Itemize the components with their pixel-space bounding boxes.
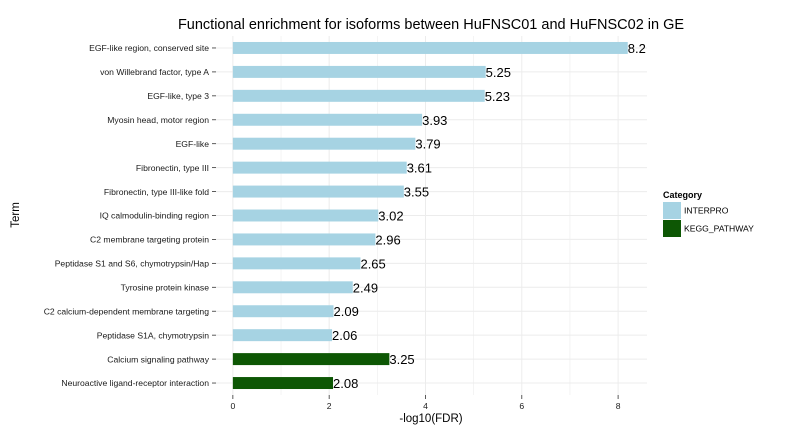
bar [232, 329, 333, 342]
bar-value-label: 3.55 [404, 185, 429, 200]
bar-value-label: 3.93 [422, 113, 447, 128]
legend-swatch [663, 220, 681, 237]
plot-panel: 8.2 5.25 5.23 3.93 3.79 3.61 3.553.02 2.96 2.65 2… [216, 36, 647, 395]
y-tick-label: von Willebrand factor, type A [100, 67, 209, 77]
y-tick-label: Tyrosine protein kinase [121, 283, 210, 293]
y-tick-label: Neuroactive ligand-receptor interaction [61, 378, 209, 388]
bars [232, 41, 628, 390]
bar-value-label: 3.61 [407, 161, 432, 176]
y-tick-label: Peptidase S1A, chymotrypsin [97, 330, 209, 340]
bar [232, 377, 334, 390]
x-axis-title: -log10(FDR) [399, 413, 462, 425]
y-tick-label: IQ calmodulin-binding region [100, 211, 210, 221]
bar [232, 113, 423, 126]
bar [232, 257, 361, 270]
x-tick-label: 8 [616, 401, 621, 411]
chart-title: Functional enrichment for isoforms betwe… [178, 17, 684, 33]
bar-value-label: 3.25 [389, 352, 414, 367]
bar-value-label: 2.49 [353, 280, 378, 295]
y-axis-tick-labels: EGF-like region, conserved site von Wille… [44, 43, 216, 388]
bar [232, 41, 628, 54]
y-tick-label: Fibronectin, type III-like fold [104, 187, 209, 197]
legend-title: Category [663, 190, 702, 200]
bar [232, 353, 390, 366]
bar-value-label: 3.79 [415, 137, 440, 152]
bar-value-label: 5.23 [485, 89, 510, 104]
bar-value-label: 3.02 [378, 209, 403, 224]
bar [232, 233, 376, 246]
x-tick-label: 0 [230, 401, 235, 411]
bar [232, 185, 404, 198]
bar-value-label: 2.08 [333, 376, 358, 391]
x-tick-label: 6 [519, 401, 524, 411]
y-tick-label: EGF-like, type 3 [147, 91, 209, 101]
y-tick-label: Calcium signaling pathway [107, 354, 209, 364]
bar [232, 209, 379, 222]
legend-label: INTERPRO [684, 206, 729, 216]
x-tick-label: 2 [327, 401, 332, 411]
x-tick-label: 4 [423, 401, 428, 411]
legend-swatch [663, 202, 681, 219]
bar [232, 305, 334, 318]
bar [232, 137, 416, 150]
y-tick-label: Fibronectin, type III [136, 163, 209, 173]
bar [232, 281, 353, 294]
bar-value-label: 2.06 [332, 328, 357, 343]
y-tick-label: Myosin head, motor region [107, 115, 209, 125]
data-labels: 8.2 5.25 5.23 3.93 3.79 3.61 3.553.02 2.96 2.65 2… [332, 41, 646, 391]
bar [232, 65, 486, 78]
bar [232, 89, 485, 102]
y-axis-title: Term [10, 202, 22, 228]
bar-value-label: 2.96 [375, 232, 400, 247]
bar-value-label: 8.2 [628, 41, 646, 56]
y-tick-label: C2 membrane targeting protein [90, 235, 209, 245]
y-tick-label: EGF-like region, conserved site [89, 43, 209, 53]
bar [232, 161, 407, 174]
bar-value-label: 2.09 [334, 304, 359, 319]
legend: Category INTERPRO KEGG_PATHWAY [663, 190, 754, 237]
y-tick-label: EGF-like [176, 139, 210, 149]
y-tick-label: Peptidase S1 and S6, chymotrypsin/Hap [55, 259, 210, 269]
y-tick-label: C2 calcium-dependent membrane targeting [44, 306, 210, 316]
bar-value-label: 2.65 [360, 256, 385, 271]
legend-entries: INTERPRO KEGG_PATHWAY [663, 202, 754, 237]
bar-value-label: 5.25 [486, 65, 511, 80]
x-axis-tick-labels: 0 2 4 6 8 [230, 395, 621, 411]
legend-label: KEGG_PATHWAY [684, 224, 754, 234]
